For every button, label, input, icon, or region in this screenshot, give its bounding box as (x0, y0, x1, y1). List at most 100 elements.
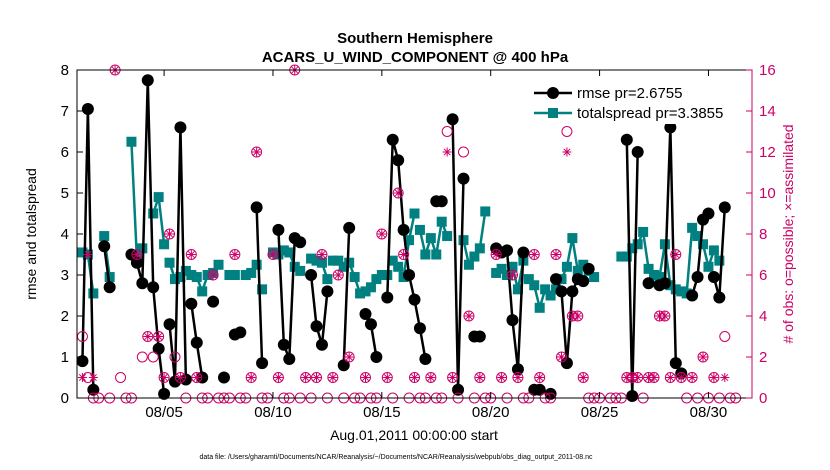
rmse-point (397, 223, 410, 236)
rmse-point (305, 269, 318, 281)
rmse-point (381, 291, 394, 304)
totalspread-point (404, 235, 415, 246)
totalspread-line (152, 195, 166, 245)
totalspread-point (246, 267, 257, 278)
x-tick-label: 08/15 (363, 404, 401, 421)
rmse-point (185, 297, 198, 310)
obs-assimilated-point (317, 250, 327, 259)
rmse-point (136, 277, 149, 290)
obs-assimilated-point (344, 352, 354, 362)
y-axis-label: rmse and totalspread (23, 168, 39, 300)
rmse-point (506, 314, 519, 327)
obs-assimilated-point (475, 373, 485, 382)
totalspread-point (355, 288, 366, 299)
obs-possible-point (490, 249, 502, 260)
rmse-point (435, 195, 448, 208)
obs-possible-point (534, 372, 546, 383)
totalspread-point (523, 274, 534, 285)
obs-possible-point (272, 372, 284, 383)
obs-assimilated-point (649, 373, 659, 382)
y-tick-label: 3 (61, 267, 69, 284)
obs-assimilated-point (676, 373, 686, 382)
totalspread-point (714, 255, 725, 266)
obs-possible-point (251, 146, 263, 158)
obs-possible-point (506, 269, 518, 281)
obs-possible-point (398, 249, 410, 260)
rmse-point (98, 240, 111, 253)
totalspread-point (344, 257, 355, 268)
totalspread-point (692, 231, 703, 242)
obs-assimilated-point (578, 373, 588, 382)
totalspread-point (589, 272, 600, 283)
legend-box (530, 78, 740, 124)
rmse-line (81, 107, 95, 390)
rmse-point (147, 281, 160, 294)
totalspread-point (376, 270, 387, 280)
totalspread-point (126, 136, 137, 147)
obs-assimilated-point (442, 147, 452, 157)
rmse-point (364, 318, 377, 331)
x-tick-label: 08/10 (254, 404, 292, 421)
obs-possible-point (555, 351, 567, 363)
totalspread-point (186, 270, 197, 280)
rmse-line (168, 126, 188, 383)
y2-tick-label: 0 (759, 390, 767, 407)
obs-possible-point (675, 372, 687, 383)
totalspread-point (77, 247, 88, 258)
rmse-point (452, 383, 465, 396)
rmse-point (217, 371, 230, 384)
obs-possible-point (300, 372, 312, 383)
rmse-point (250, 201, 263, 214)
obs-possible-point (441, 126, 453, 137)
totalspread-point (431, 249, 442, 260)
obs-possible-point (311, 372, 323, 383)
totalspread-point (289, 261, 300, 272)
obs-assimilated-point (671, 250, 681, 259)
totalspread-point (420, 249, 431, 260)
totalspread-point (698, 239, 709, 250)
obs-assimilated-point (529, 250, 539, 259)
obs-assimilated-point (464, 311, 474, 321)
rmse-point (582, 262, 595, 275)
rmse-point (403, 269, 416, 281)
obs-possible-point (343, 351, 355, 363)
rmse-point (566, 285, 579, 298)
totalspread-point (104, 272, 115, 283)
obs-assimilated-point (333, 270, 343, 280)
rmse-point (473, 330, 486, 343)
obs-possible-point (697, 351, 709, 363)
y2-tick-label: 2 (759, 349, 767, 366)
totalspread-point (572, 265, 583, 276)
totalspread-point (567, 233, 578, 244)
totalspread-point (257, 284, 268, 295)
obs-possible-point (708, 372, 720, 383)
rmse-line (451, 119, 465, 392)
totalspread-point (251, 259, 262, 270)
obs-possible-point (664, 372, 676, 383)
y-tick-label: 6 (61, 144, 69, 161)
totalspread-point (316, 257, 327, 268)
totalspread-point (322, 274, 333, 285)
totalspread-point (360, 286, 371, 297)
data-file-footnote: data file: /Users/gharamti/Documents/NCA… (199, 454, 593, 461)
obs-possible-point (147, 351, 159, 363)
totalspread-point (480, 206, 491, 217)
rmse-point (76, 355, 89, 368)
obs-possible-point (174, 372, 186, 383)
obs-possible-point (670, 249, 682, 260)
obs-assimilated-point (556, 352, 566, 362)
obs-assimilated-point (361, 373, 371, 382)
obs-assimilated-point (654, 311, 664, 321)
chart-subtitle: ACARS_U_WIND_COMPONENT @ 400 hPa (262, 49, 569, 66)
obs-assimilated-point (644, 373, 654, 382)
totalspread-point (507, 261, 518, 272)
y2-tick-label: 4 (759, 308, 767, 325)
rmse-point (343, 221, 356, 234)
legend-label-totalspread: totalspread pr=3.3855 (577, 105, 723, 122)
totalspread-point (687, 222, 698, 233)
totalspread-point (474, 243, 485, 254)
y2-tick-label: 8 (759, 226, 767, 243)
obs-assimilated-point (252, 147, 262, 157)
obs-possible-point (550, 249, 562, 260)
rmse-point (277, 338, 290, 351)
